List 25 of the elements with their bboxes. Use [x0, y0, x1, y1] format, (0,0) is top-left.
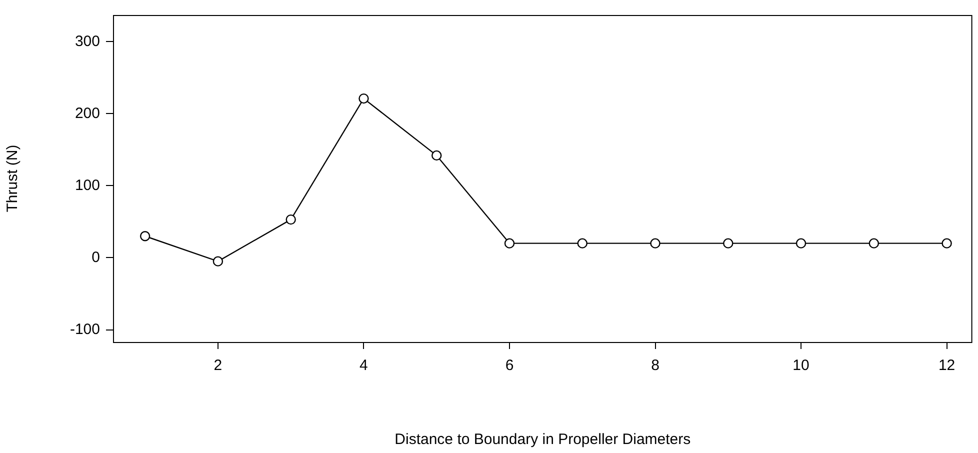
- y-tick-label: 300: [74, 32, 100, 50]
- x-tick-label: 2: [214, 357, 222, 374]
- point: [868, 238, 880, 248]
- x-tick-label: 4: [360, 357, 368, 374]
- x-tick-label: 6: [505, 357, 514, 374]
- point: [942, 238, 952, 248]
- x-tick-label: 8: [651, 357, 660, 374]
- x-tick-label: 12: [938, 357, 956, 374]
- y-tick-label: 100: [74, 176, 100, 194]
- point: [432, 150, 442, 161]
- point: [650, 238, 660, 248]
- point: [358, 93, 369, 104]
- point: [140, 231, 150, 242]
- point: [796, 238, 806, 248]
- y-axis-title: Thrust (N): [4, 144, 22, 212]
- y-tick-label: 0: [92, 248, 100, 266]
- point: [212, 256, 224, 266]
- point: [504, 238, 515, 248]
- x-axis-title: Distance to Boundary in Propeller Diameters: [394, 431, 691, 448]
- point: [723, 238, 734, 248]
- y-tick-label: 200: [74, 104, 100, 122]
- point: [286, 214, 296, 225]
- x-tick-label: 10: [792, 357, 810, 374]
- point: [577, 238, 588, 248]
- y-tick-label: -100: [70, 320, 100, 338]
